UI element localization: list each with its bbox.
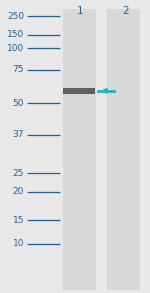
Text: 10: 10 (12, 239, 24, 248)
Text: 100: 100 (7, 44, 24, 53)
Text: 50: 50 (12, 99, 24, 108)
Bar (106, 9, 140, 290)
Text: 15: 15 (12, 216, 24, 225)
Text: 37: 37 (12, 130, 24, 139)
Text: 2: 2 (122, 6, 129, 16)
Text: 250: 250 (7, 12, 24, 21)
Text: 75: 75 (12, 65, 24, 74)
Bar (63, 88, 95, 94)
Text: 1: 1 (77, 6, 84, 16)
Text: 150: 150 (7, 30, 24, 39)
Text: 20: 20 (13, 187, 24, 196)
Bar (63, 9, 96, 290)
Text: 25: 25 (13, 169, 24, 178)
